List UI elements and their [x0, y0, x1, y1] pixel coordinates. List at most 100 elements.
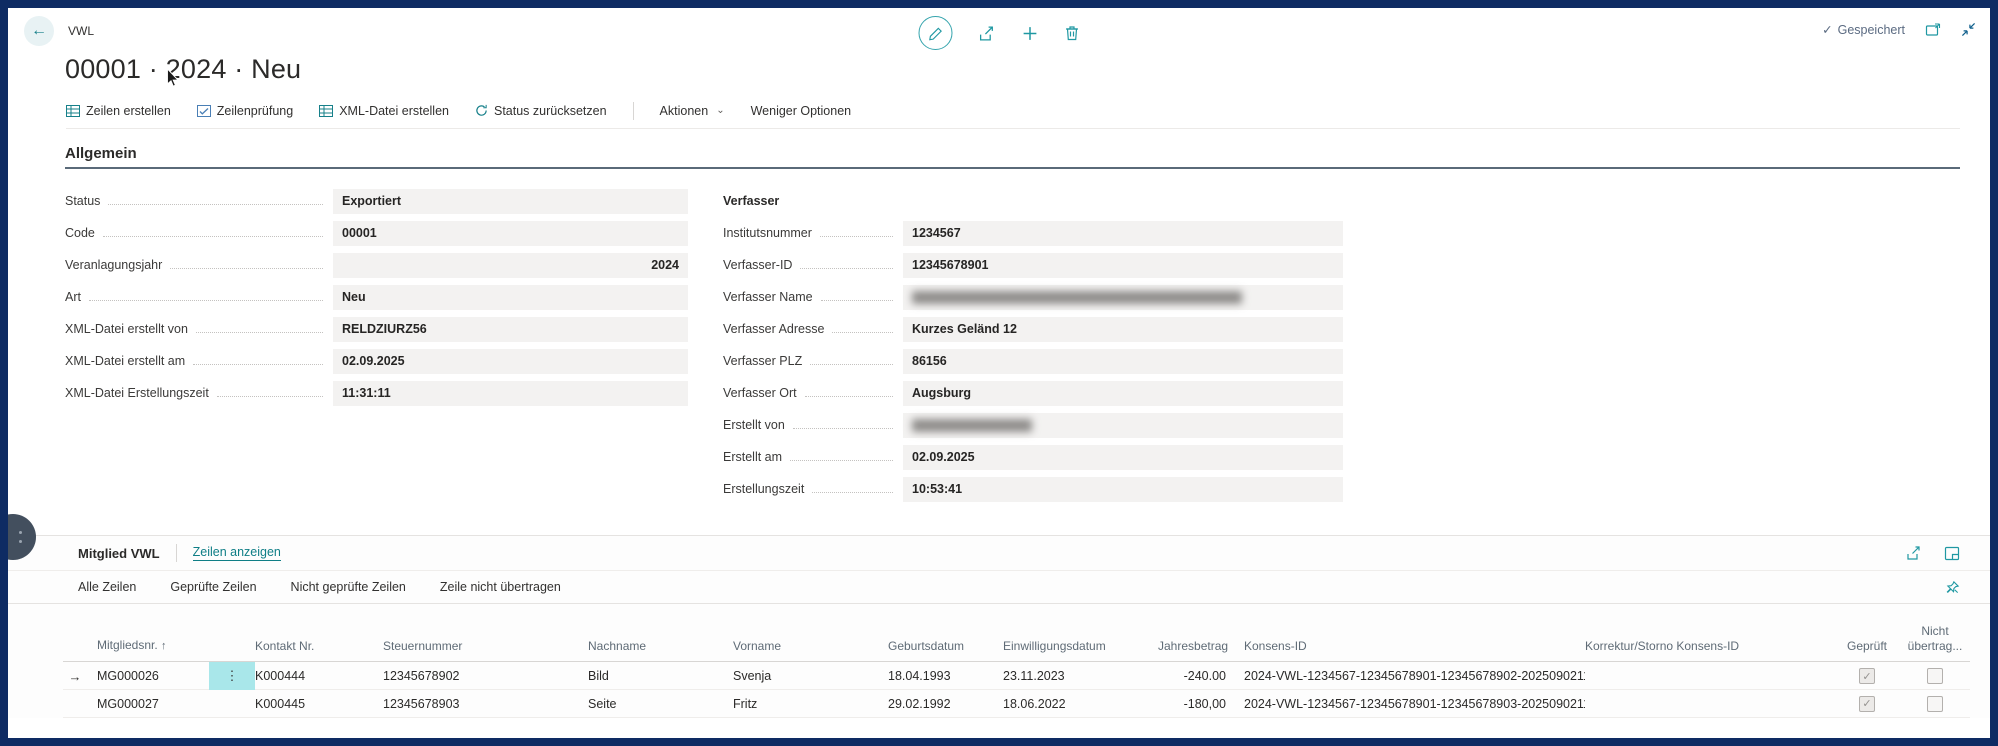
- action-xml-datei-erstellen[interactable]: XML-Datei erstellen: [319, 104, 449, 118]
- cell-mitgliedsnr[interactable]: MG000026: [97, 669, 209, 683]
- field-value-verfasser-plz[interactable]: 86156: [903, 349, 1343, 374]
- part-share-button[interactable]: [1906, 545, 1922, 561]
- cell-kontakt[interactable]: K000444: [255, 669, 383, 683]
- field-value-verfasser-adresse[interactable]: Kurzes Geländ 12: [903, 317, 1343, 342]
- fields-column-left: Status Exportiert Code 00001 Veranlagung…: [65, 185, 688, 505]
- cell-vorname[interactable]: Svenja: [733, 669, 888, 683]
- filter-nicht-gepruefte-zeilen[interactable]: Nicht geprüfte Zeilen: [291, 580, 406, 594]
- cell-konsens-id[interactable]: 2024-VWL-1234567-12345678901-12345678903…: [1230, 697, 1585, 711]
- col-header-geprueft[interactable]: Geprüft: [1835, 639, 1899, 654]
- action-status-zuruecksetzen[interactable]: Status zurücksetzen: [475, 104, 607, 118]
- share-button[interactable]: [979, 25, 996, 42]
- part-header: Mitglied VWL Zeilen anzeigen: [8, 536, 1990, 570]
- col-header-vorname[interactable]: Vorname: [733, 639, 888, 654]
- field-value-veranlagungsjahr[interactable]: 2024: [333, 253, 688, 278]
- filter-zeile-nicht-uebertragen[interactable]: Zeile nicht übertragen: [440, 580, 561, 594]
- field-label: Erstellt am: [723, 450, 782, 464]
- filter-alle-zeilen[interactable]: Alle Zeilen: [78, 580, 136, 594]
- edit-button[interactable]: [919, 16, 953, 50]
- action-label: Status zurücksetzen: [494, 104, 607, 118]
- cell-nachname[interactable]: Bild: [588, 669, 733, 683]
- col-header-nachname[interactable]: Nachname: [588, 639, 733, 654]
- sort-asc-icon: ↑: [161, 640, 167, 652]
- field-value-erstellt-von[interactable]: [903, 413, 1343, 438]
- action-zeilenpruefung[interactable]: Zeilenprüfung: [197, 104, 293, 118]
- cell-geburtsdatum[interactable]: 18.04.1993: [888, 669, 1003, 683]
- fasttab-allgemein-title[interactable]: Allgemein: [65, 145, 137, 167]
- geprueft-checkbox[interactable]: ✓: [1859, 696, 1875, 712]
- new-button[interactable]: [1022, 25, 1039, 42]
- zeilen-anzeigen-link[interactable]: Zeilen anzeigen: [193, 545, 281, 561]
- check-icon: ✓: [1862, 670, 1871, 683]
- action-weniger-optionen[interactable]: Weniger Optionen: [751, 104, 852, 118]
- field-value-xml-erstellt-von[interactable]: RELDZIURZ56: [333, 317, 688, 342]
- unpin-icon[interactable]: [1945, 580, 1960, 595]
- cell-geburtsdatum[interactable]: 29.02.1992: [888, 697, 1003, 711]
- dotted-leader: [103, 230, 323, 237]
- back-arrow-icon: ←: [31, 22, 47, 40]
- field-value-institutsnummer[interactable]: 1234567: [903, 221, 1343, 246]
- field-value-status[interactable]: Exportiert: [333, 189, 688, 214]
- cell-jahresbetrag[interactable]: -180,00: [1158, 697, 1230, 711]
- field-verfasser-ort: Verfasser Ort Augsburg: [723, 377, 1343, 409]
- check-lines-icon: [197, 105, 211, 117]
- cell-jahresbetrag[interactable]: -240.00: [1158, 669, 1230, 683]
- dotted-leader: [193, 358, 323, 365]
- dotted-leader: [170, 262, 323, 269]
- col-header-nicht-uebertragen[interactable]: Nicht übertrag...: [1899, 624, 1971, 654]
- window-controls: ✓ Gespeichert: [1822, 22, 1976, 37]
- col-header-einwilligungsdatum[interactable]: Einwilligungsdatum: [1003, 639, 1158, 654]
- field-value-verfasser-name[interactable]: [903, 285, 1343, 310]
- field-label: Verfasser-ID: [723, 258, 792, 272]
- pencil-icon: [928, 26, 943, 41]
- nicht-uebertragen-checkbox[interactable]: [1927, 696, 1943, 712]
- cell-einwilligungsdatum[interactable]: 23.11.2023: [1003, 669, 1158, 683]
- col-header-jahresbetrag[interactable]: Jahresbetrag: [1158, 639, 1230, 654]
- field-value-erstellt-am[interactable]: 02.09.2025: [903, 445, 1343, 470]
- cell-nicht-uebertragen: [1899, 668, 1971, 684]
- action-aktionen-menu[interactable]: Aktionen ⌄: [660, 104, 725, 118]
- action-bar: Zeilen erstellen Zeilenprüfung XML-Datei…: [66, 97, 1960, 129]
- cell-kontakt[interactable]: K000445: [255, 697, 383, 711]
- fasttab-allgemein-header: Allgemein: [65, 145, 1960, 169]
- cell-einwilligungsdatum[interactable]: 18.06.2022: [1003, 697, 1158, 711]
- popout-button[interactable]: [1925, 23, 1941, 37]
- filter-gepruefte-zeilen[interactable]: Geprüfte Zeilen: [170, 580, 256, 594]
- share-icon: [979, 25, 996, 42]
- field-value-art[interactable]: Neu: [333, 285, 688, 310]
- nicht-uebertragen-checkbox[interactable]: [1927, 668, 1943, 684]
- col-header-kontakt[interactable]: Kontakt Nr.: [255, 639, 383, 654]
- cell-steuernummer[interactable]: 12345678902: [383, 669, 588, 683]
- field-value-verfasser-ort[interactable]: Augsburg: [903, 381, 1343, 406]
- col-header-konsens-id[interactable]: Konsens-ID: [1230, 639, 1585, 654]
- cell-nachname[interactable]: Seite: [588, 697, 733, 711]
- field-verfasser-plz: Verfasser PLZ 86156: [723, 345, 1343, 377]
- collapse-arrows-icon: [1961, 22, 1976, 37]
- field-value-xml-erstellungszeit[interactable]: 11:31:11: [333, 381, 688, 406]
- col-header-geburtsdatum[interactable]: Geburtsdatum: [888, 639, 1003, 654]
- geprueft-checkbox[interactable]: ✓: [1859, 668, 1875, 684]
- col-header-steuernummer[interactable]: Steuernummer: [383, 639, 588, 654]
- filter-bar: Alle Zeilen Geprüfte Zeilen Nicht geprüf…: [8, 570, 1990, 604]
- field-value-verfasser-id[interactable]: 12345678901: [903, 253, 1343, 278]
- cell-konsens-id[interactable]: 2024-VWL-1234567-12345678901-12345678902…: [1230, 669, 1585, 683]
- row-context-menu-button[interactable]: ⋮: [209, 662, 255, 690]
- collapse-button[interactable]: [1961, 22, 1976, 37]
- field-value-code[interactable]: 00001: [333, 221, 688, 246]
- cell-mitgliedsnr[interactable]: MG000027: [97, 697, 209, 711]
- field-value-erstellungszeit[interactable]: 10:53:41: [903, 477, 1343, 502]
- cell-vorname[interactable]: Fritz: [733, 697, 888, 711]
- field-value-xml-erstellt-am[interactable]: 02.09.2025: [333, 349, 688, 374]
- verfasser-group-heading: Verfasser: [723, 185, 1343, 217]
- plus-icon: [1022, 25, 1039, 42]
- delete-button[interactable]: [1065, 25, 1080, 41]
- saved-label: Gespeichert: [1838, 23, 1905, 37]
- open-in-excel-button[interactable]: [1944, 545, 1960, 561]
- field-xml-erstellt-von: XML-Datei erstellt von RELDZIURZ56: [65, 313, 688, 345]
- action-zeilen-erstellen[interactable]: Zeilen erstellen: [66, 104, 171, 118]
- cell-steuernummer[interactable]: 12345678903: [383, 697, 588, 711]
- dotted-leader: [790, 454, 893, 461]
- col-header-korrektur-storno[interactable]: Korrektur/Storno Konsens-ID: [1585, 639, 1835, 654]
- back-button[interactable]: ←: [24, 16, 54, 46]
- col-header-mitgliedsnr[interactable]: Mitgliedsnr. ↑: [97, 638, 209, 654]
